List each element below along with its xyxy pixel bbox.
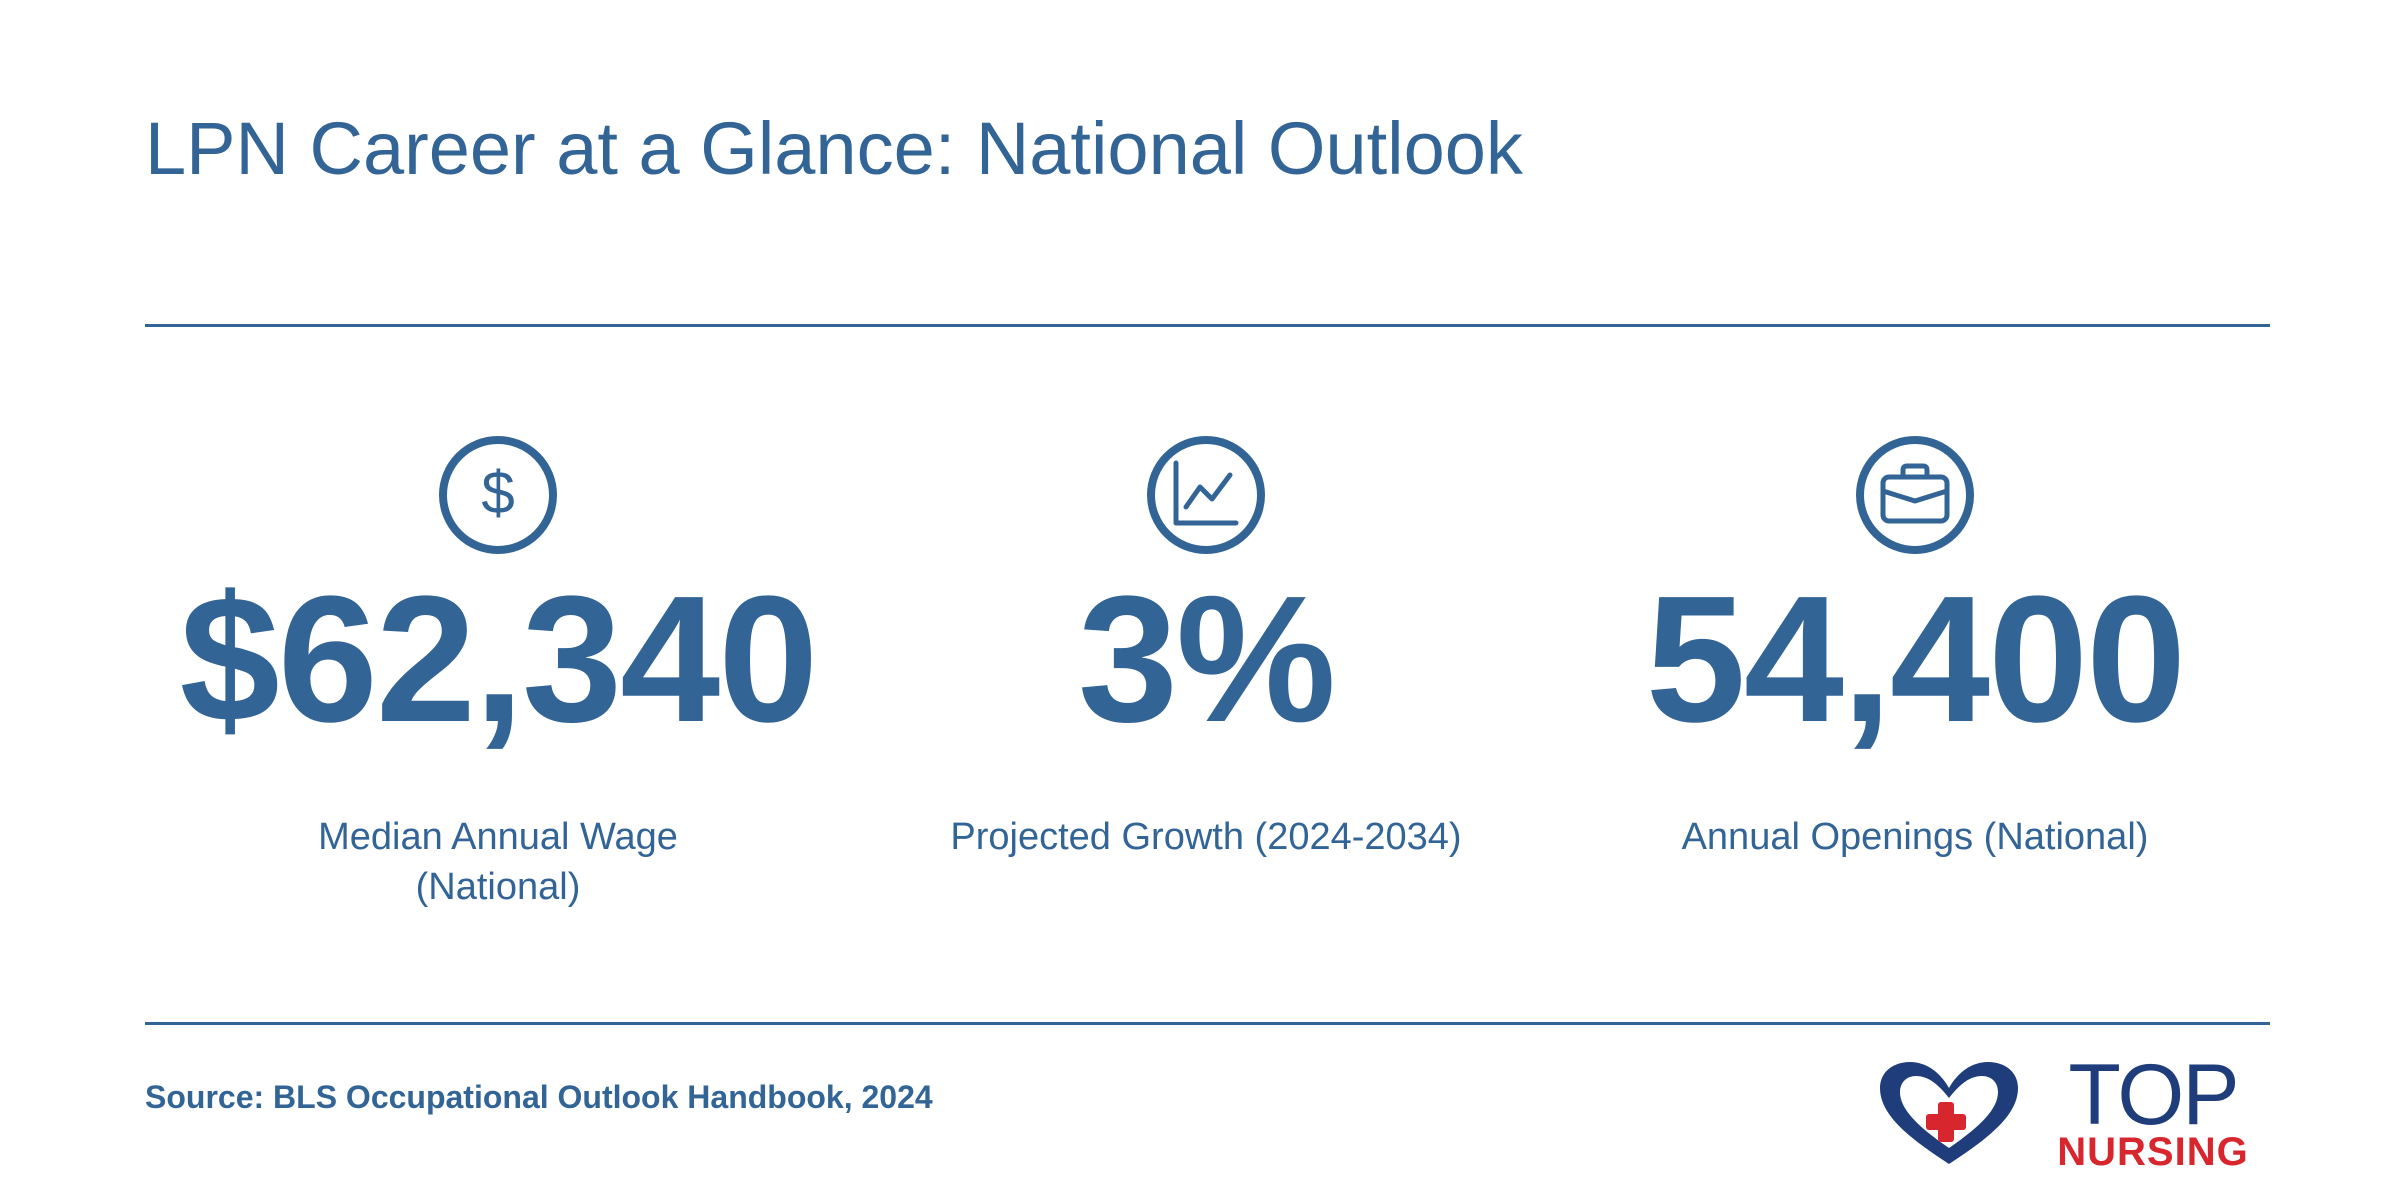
top-divider bbox=[145, 324, 2270, 327]
stat-label: Median Annual Wage (National) bbox=[318, 816, 678, 908]
logo-word-top: TOP bbox=[2068, 1047, 2239, 1143]
line-chart-icon bbox=[1146, 435, 1266, 555]
stat-value: 54,400 bbox=[1645, 559, 2187, 760]
logo-word-nursing: NURSING bbox=[2057, 1130, 2249, 1174]
stat-label: Projected Growth (2024-2034) bbox=[950, 816, 1462, 858]
source-citation: Source: BLS Occupational Outlook Handboo… bbox=[145, 1079, 933, 1115]
briefcase-icon bbox=[1855, 435, 1975, 555]
bottom-divider bbox=[145, 1022, 2270, 1025]
stat-value: $62,340 bbox=[179, 559, 819, 760]
stat-label: Annual Openings (National) bbox=[1681, 816, 2149, 858]
stat-projected-growth: 3% Projected Growth (2024-2034) bbox=[856, 435, 1556, 862]
dollar-icon: $ bbox=[438, 435, 558, 555]
stat-median-wage: $ $62,340 Median Annual Wage (National) bbox=[148, 435, 848, 912]
page-title: LPN Career at a Glance: National Outlook bbox=[145, 107, 1523, 190]
stat-value: 3% bbox=[1077, 559, 1336, 760]
top-nursing-logo: TOP NURSING bbox=[1870, 1047, 2270, 1174]
svg-text:$: $ bbox=[481, 459, 514, 526]
stat-annual-openings: 54,400 Annual Openings (National) bbox=[1565, 435, 2265, 862]
heart-cross-icon bbox=[1874, 1060, 2024, 1173]
